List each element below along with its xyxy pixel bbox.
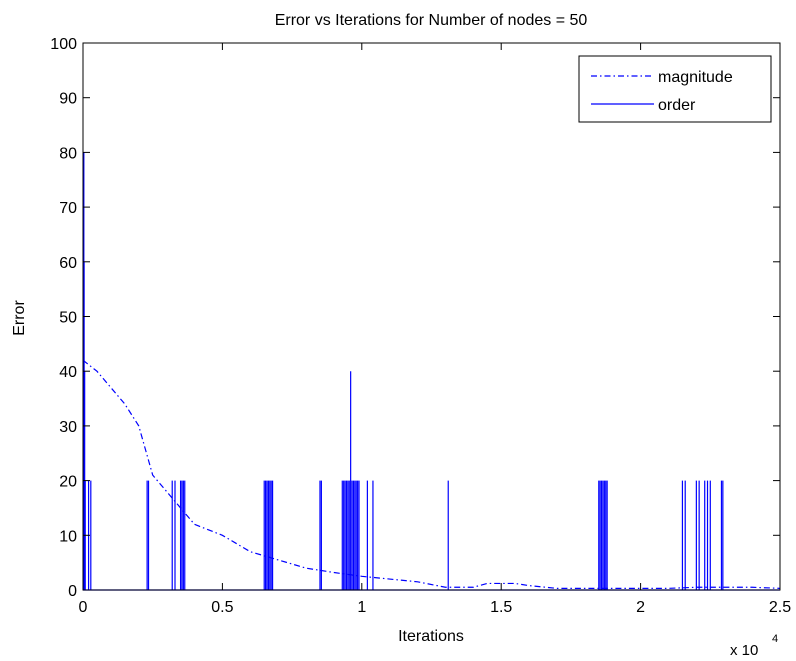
chart-title: Error vs Iterations for Number of nodes … (275, 12, 588, 29)
x-tick-label: 0 (79, 599, 88, 616)
x-exponent-base: x 10 (730, 642, 758, 659)
x-axis-ticks: 0 0.5 1 1.5 2 2.5 (79, 43, 791, 616)
y-tick-label: 40 (59, 364, 77, 381)
y-axis-label: Error (11, 300, 28, 336)
x-exponent-label: x 10 4 (730, 633, 778, 659)
x-axis-label: Iterations (398, 628, 464, 645)
y-tick-label: 100 (50, 36, 77, 53)
y-tick-label: 50 (59, 310, 77, 327)
x-exponent-power: 4 (772, 633, 778, 645)
y-axis-ticks: 0 10 20 30 40 50 60 70 80 90 100 (50, 36, 780, 600)
y-tick-label: 60 (59, 255, 77, 272)
y-tick-label: 70 (59, 200, 77, 217)
y-tick-label: 80 (59, 145, 77, 162)
legend-label-order: order (658, 97, 696, 114)
y-tick-label: 90 (59, 91, 77, 108)
legend-box (578, 55, 772, 123)
x-tick-label: 1.5 (490, 599, 512, 616)
legend: magnitude order (578, 55, 772, 123)
plot-area (82, 42, 781, 591)
x-tick-label: 1 (357, 599, 366, 616)
x-tick-label: 2 (636, 599, 645, 616)
y-tick-label: 10 (59, 528, 77, 545)
legend-label-magnitude: magnitude (658, 69, 733, 86)
y-tick-label: 30 (59, 419, 77, 436)
plot-background (83, 43, 780, 590)
y-tick-label: 0 (68, 583, 77, 600)
x-tick-label: 0.5 (211, 599, 233, 616)
y-tick-label: 20 (59, 474, 77, 491)
magnitude-series-line (82, 359, 781, 589)
x-tick-label: 2.5 (769, 599, 791, 616)
